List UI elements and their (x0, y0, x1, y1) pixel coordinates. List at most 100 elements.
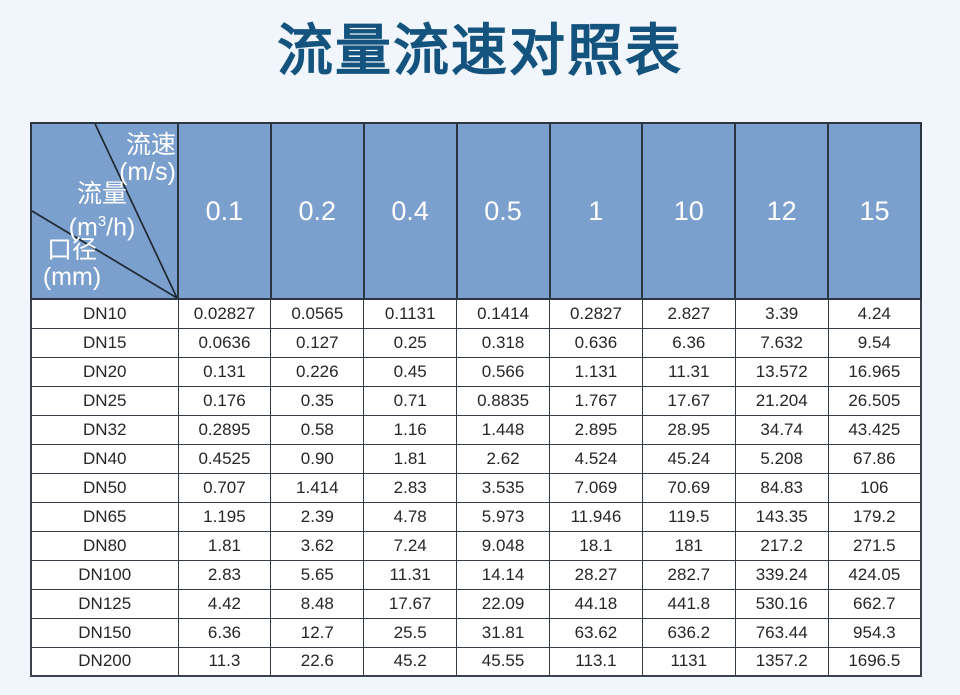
flow-velocity-table-container: 流速 (m/s) 流量 (m3/h) 口径 (mm) 0.1 0.2 0.4 0.5 1… (30, 122, 922, 677)
value-cell: 0.45 (363, 356, 458, 387)
flow-label-text: 流量 (76, 180, 127, 208)
value-cell: 7.069 (549, 472, 643, 503)
value-cell: 0.0565 (270, 298, 365, 329)
dn-cell: DN25 (30, 385, 179, 416)
value-cell: 339.24 (734, 559, 829, 590)
dn-cell: DN15 (30, 327, 179, 358)
value-cell: 4.24 (827, 298, 922, 329)
value-cell: 1.767 (549, 385, 643, 416)
table-row: DN15 0.0636 0.127 0.25 0.318 0.636 6.36 7.632 9… (30, 327, 922, 358)
value-cell: 0.176 (177, 385, 272, 416)
value-cell: 763.44 (734, 617, 829, 648)
value-cell: 0.25 (363, 327, 458, 358)
value-cell: 954.3 (827, 617, 922, 648)
value-cell: 1131 (641, 646, 736, 677)
value-cell: 0.566 (456, 356, 550, 387)
value-cell: 3.535 (456, 472, 550, 503)
velocity-header-cell: 0.2 (269, 122, 365, 300)
value-cell: 2.827 (641, 298, 736, 329)
value-cell: 6.36 (641, 327, 736, 358)
value-cell: 530.16 (734, 588, 829, 619)
value-cell: 4.524 (549, 443, 643, 474)
value-cell: 0.2827 (549, 298, 643, 329)
value-cell: 0.8835 (456, 385, 550, 416)
velocity-header-cell: 12 (734, 122, 830, 300)
value-cell: 0.4525 (177, 443, 272, 474)
value-cell: 70.69 (641, 472, 736, 503)
value-cell: 28.95 (641, 414, 736, 445)
value-cell: 11.31 (641, 356, 736, 387)
value-cell: 4.42 (177, 588, 272, 619)
value-cell: 106 (827, 472, 922, 503)
value-cell: 0.707 (177, 472, 272, 503)
table-row: DN150 6.36 12.7 25.5 31.81 63.62 636.2 763.44 9… (30, 617, 922, 648)
value-cell: 14.14 (456, 559, 550, 590)
dn-cell: DN200 (30, 646, 179, 677)
value-cell: 1357.2 (734, 646, 829, 677)
value-cell: 1.16 (363, 414, 458, 445)
value-cell: 1.131 (549, 356, 643, 387)
velocity-header-cell: 0.4 (362, 122, 458, 300)
value-cell: 1.81 (363, 443, 458, 474)
diagonal-divider-lines (32, 124, 177, 298)
value-cell: 0.02827 (177, 298, 272, 329)
dn-cell: DN32 (30, 414, 179, 445)
value-cell: 11.3 (177, 646, 272, 677)
value-cell: 4.78 (363, 501, 458, 532)
corner-diameter-label: 口径 (mm) (34, 237, 110, 291)
value-cell: 45.2 (363, 646, 458, 677)
value-cell: 2.895 (549, 414, 643, 445)
value-cell: 2.83 (363, 472, 458, 503)
value-cell: 441.8 (641, 588, 736, 619)
value-cell: 26.505 (827, 385, 922, 416)
value-cell: 424.05 (827, 559, 922, 590)
value-cell: 67.86 (827, 443, 922, 474)
value-cell: 45.55 (456, 646, 550, 677)
value-cell: 1.414 (270, 472, 365, 503)
value-cell: 0.90 (270, 443, 365, 474)
value-cell: 7.24 (363, 530, 458, 561)
value-cell: 28.27 (549, 559, 643, 590)
diameter-unit-text: (mm) (42, 263, 102, 291)
table-row: DN50 0.707 1.414 2.83 3.535 7.069 70.69 84.83 1… (30, 472, 922, 503)
value-cell: 179.2 (827, 501, 922, 532)
value-cell: 5.65 (270, 559, 365, 590)
velocity-header-cell: 10 (641, 122, 737, 300)
value-cell: 18.1 (549, 530, 643, 561)
flow-unit-text: (m3/h) (68, 213, 136, 242)
value-cell: 84.83 (734, 472, 829, 503)
table-row: DN20 0.131 0.226 0.45 0.566 1.131 11.31 13.572… (30, 356, 922, 387)
value-cell: 7.632 (734, 327, 829, 358)
value-cell: 2.62 (456, 443, 550, 474)
value-cell: 8.48 (270, 588, 365, 619)
value-cell: 0.1414 (456, 298, 550, 329)
header-row: 流速 (m/s) 流量 (m3/h) 口径 (mm) 0.1 0.2 0.4 0.5 1… (30, 122, 922, 300)
corner-velocity-label: 流速 (m/s) (119, 132, 176, 186)
value-cell: 113.1 (549, 646, 643, 677)
dn-cell: DN40 (30, 443, 179, 474)
velocity-header-cell: 1 (548, 122, 644, 300)
table-row: DN65 1.195 2.39 4.78 5.973 11.946 119.5 143.35… (30, 501, 922, 532)
table-row: DN125 4.42 8.48 17.67 22.09 44.18 441.8 530.16… (30, 588, 922, 619)
value-cell: 0.127 (270, 327, 365, 358)
value-cell: 13.572 (734, 356, 829, 387)
value-cell: 43.425 (827, 414, 922, 445)
value-cell: 22.09 (456, 588, 550, 619)
dn-cell: DN150 (30, 617, 179, 648)
value-cell: 16.965 (827, 356, 922, 387)
value-cell: 11.31 (363, 559, 458, 590)
dn-cell: DN50 (30, 472, 179, 503)
value-cell: 6.36 (177, 617, 272, 648)
page-title: 流量流速对照表 (277, 19, 683, 82)
value-cell: 9.048 (456, 530, 550, 561)
value-cell: 34.74 (734, 414, 829, 445)
value-cell: 0.636 (549, 327, 643, 358)
velocity-header-cell: 0.5 (455, 122, 551, 300)
table-header: 流速 (m/s) 流量 (m3/h) 口径 (mm) 0.1 0.2 0.4 0.5 1… (30, 122, 922, 300)
value-cell: 282.7 (641, 559, 736, 590)
table-body: DN10 0.02827 0.0565 0.1131 0.1414 0.2827 2.82… (30, 298, 922, 677)
value-cell: 17.67 (363, 588, 458, 619)
dn-cell: DN65 (30, 501, 179, 532)
value-cell: 44.18 (549, 588, 643, 619)
dn-cell: DN20 (30, 356, 179, 387)
